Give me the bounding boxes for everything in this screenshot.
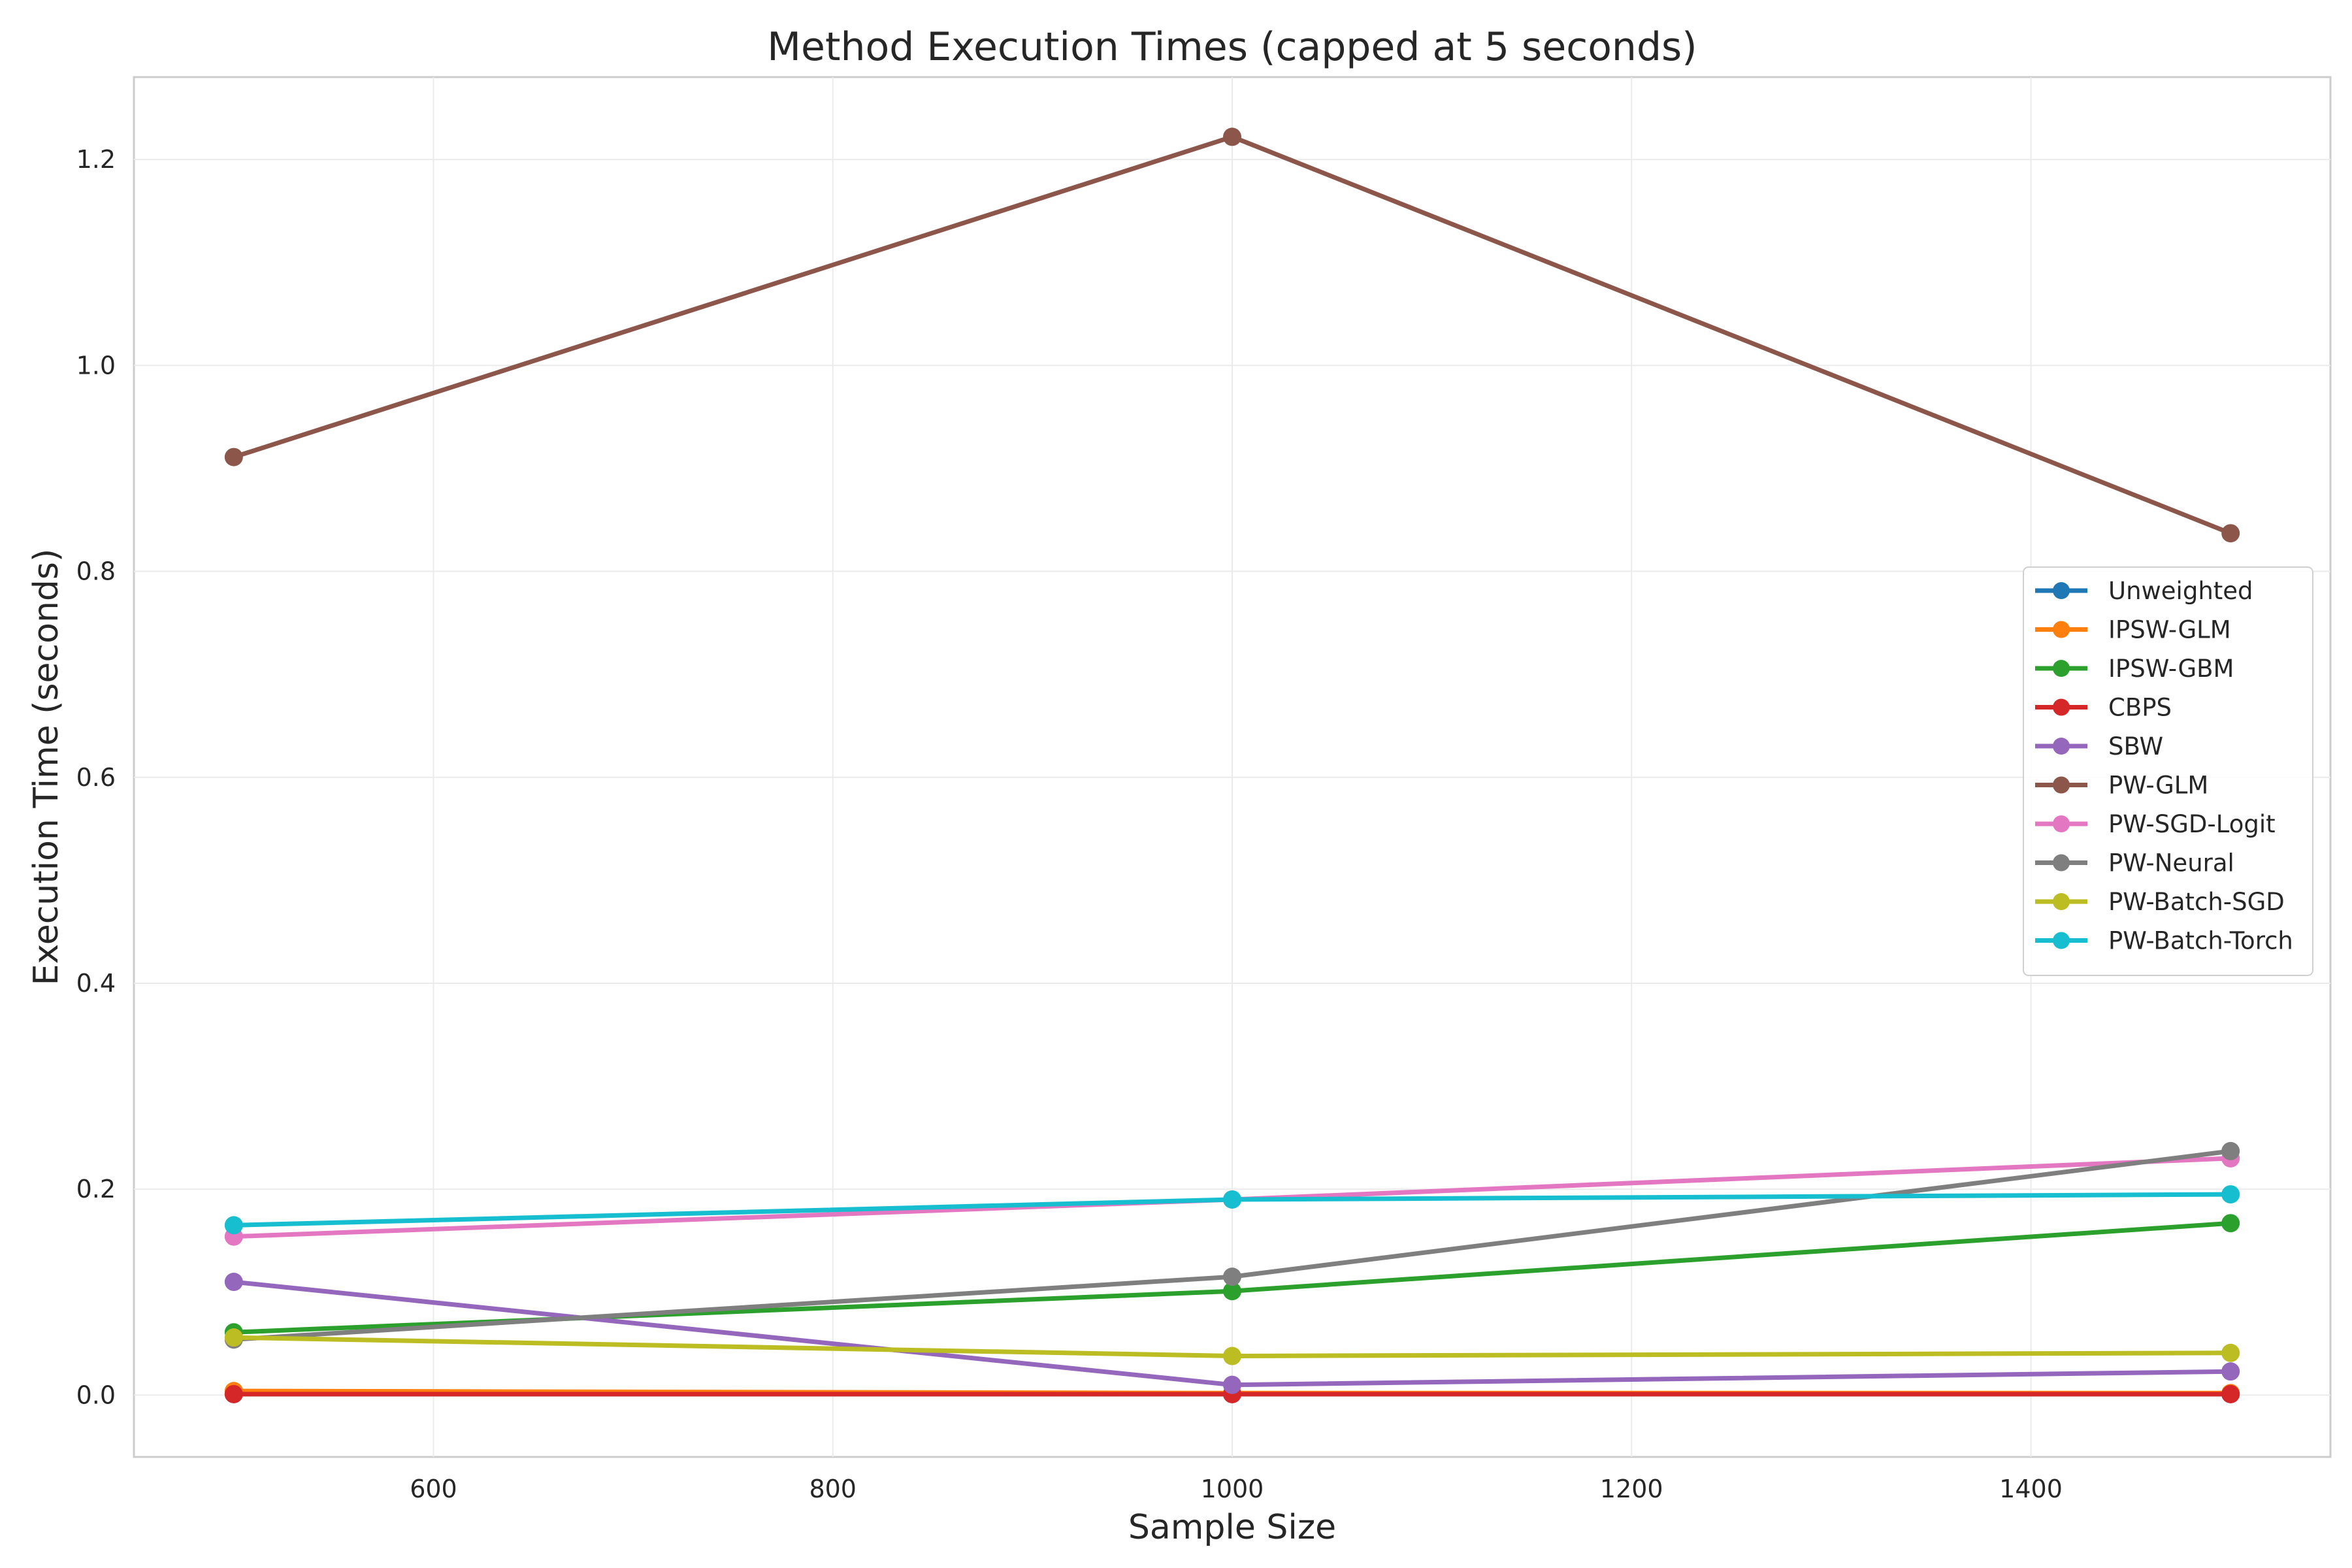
legend-label: PW-Batch-SGD [2108, 888, 2285, 916]
data-point-pw-batch-sgd [1223, 1347, 1241, 1365]
x-tick-label: 1400 [1999, 1475, 2063, 1503]
data-point-ipsw-gbm [1223, 1282, 1241, 1301]
data-point-sbw [1223, 1375, 1241, 1394]
legend-label: PW-Batch-Torch [2108, 927, 2293, 955]
legend-frame [2023, 566, 2313, 976]
data-point-pw-neural [2221, 1141, 2240, 1160]
legend-swatch-marker [2053, 738, 2070, 755]
legend-item-ipsw-gbm: IPSW-GBM [2035, 655, 2234, 683]
legend-item-pw-sgd-logit: PW-SGD-Logit [2035, 810, 2276, 838]
legend-item-pw-batch-torch: PW-Batch-Torch [2035, 927, 2293, 955]
y-tick-label: 1.0 [76, 351, 116, 380]
tick-labels: 600 800 1000 1200 1400 0.0 0.2 0.4 0.6 0.8 1.0 1.2 [76, 145, 2063, 1503]
x-tick-label: 800 [809, 1475, 857, 1503]
series-layer [224, 127, 2240, 1403]
data-point-pw-batch-sgd [2221, 1343, 2240, 1362]
legend-item-pw-batch-sgd: PW-Batch-SGD [2035, 888, 2285, 916]
legend-label: PW-GLM [2108, 772, 2208, 800]
y-tick-label: 0.8 [76, 557, 116, 586]
legend-item-sbw: SBW [2035, 732, 2163, 760]
legend-item-cbps: CBPS [2035, 694, 2172, 722]
legend-item-unweighted: Unweighted [2035, 577, 2253, 605]
data-point-cbps [2221, 1384, 2240, 1403]
chart-title: Method Execution Times (capped at 5 seco… [767, 24, 1697, 70]
legend-item-ipsw-glm: IPSW-GLM [2035, 616, 2231, 644]
legend-item-pw-glm: PW-GLM [2035, 772, 2208, 800]
series-pw-glm [224, 127, 2240, 543]
legend-label: Unweighted [2108, 577, 2253, 605]
legend: Unweighted IPSW-GLM IPSW-GBM CBPS SBW PW-GLM P… [2023, 566, 2313, 976]
y-tick-label: 0.4 [76, 969, 116, 998]
x-tick-label: 600 [410, 1475, 457, 1503]
x-tick-label: 1200 [1600, 1475, 1663, 1503]
data-point-pw-batch-sgd [224, 1328, 243, 1347]
series-pw-batch-sgd [224, 1328, 2240, 1365]
legend-swatch-marker [2053, 621, 2070, 638]
data-point-sbw [2221, 1362, 2240, 1381]
legend-swatch-marker [2053, 660, 2070, 677]
legend-label: IPSW-GLM [2108, 616, 2231, 644]
legend-label: IPSW-GBM [2108, 655, 2234, 683]
data-point-pw-batch-torch [1223, 1190, 1241, 1209]
series-sbw [224, 1273, 2240, 1394]
legend-swatch-marker [2053, 893, 2070, 910]
data-point-pw-glm [224, 448, 243, 466]
legend-item-pw-neural: PW-Neural [2035, 849, 2234, 877]
legend-swatch-marker [2053, 932, 2070, 949]
data-point-pw-batch-torch [224, 1216, 243, 1235]
legend-label: SBW [2108, 732, 2163, 760]
legend-swatch-marker [2053, 776, 2070, 794]
y-axis-label: Execution Time (seconds) [27, 549, 66, 986]
data-point-cbps [224, 1384, 243, 1403]
y-tick-label: 0.2 [76, 1175, 116, 1203]
legend-label: PW-Neural [2108, 849, 2234, 877]
data-point-sbw [224, 1273, 243, 1292]
legend-swatch-marker [2053, 815, 2070, 832]
legend-swatch-marker [2053, 698, 2070, 716]
x-axis-label: Sample Size [1128, 1508, 1336, 1547]
y-tick-label: 0.0 [76, 1380, 116, 1409]
data-point-pw-batch-torch [2221, 1185, 2240, 1204]
legend-label: CBPS [2108, 694, 2172, 722]
data-point-pw-glm [2221, 524, 2240, 543]
legend-label: PW-SGD-Logit [2108, 810, 2276, 838]
data-point-pw-glm [1223, 127, 1241, 146]
x-tick-label: 1000 [1201, 1475, 1264, 1503]
legend-swatch-marker [2053, 854, 2070, 872]
legend-swatch-marker [2053, 582, 2070, 599]
y-tick-label: 0.6 [76, 763, 116, 792]
data-point-pw-neural [1223, 1267, 1241, 1286]
data-point-ipsw-gbm [2221, 1214, 2240, 1233]
series-pw-batch-torch [224, 1185, 2240, 1235]
y-tick-label: 1.2 [76, 145, 116, 174]
